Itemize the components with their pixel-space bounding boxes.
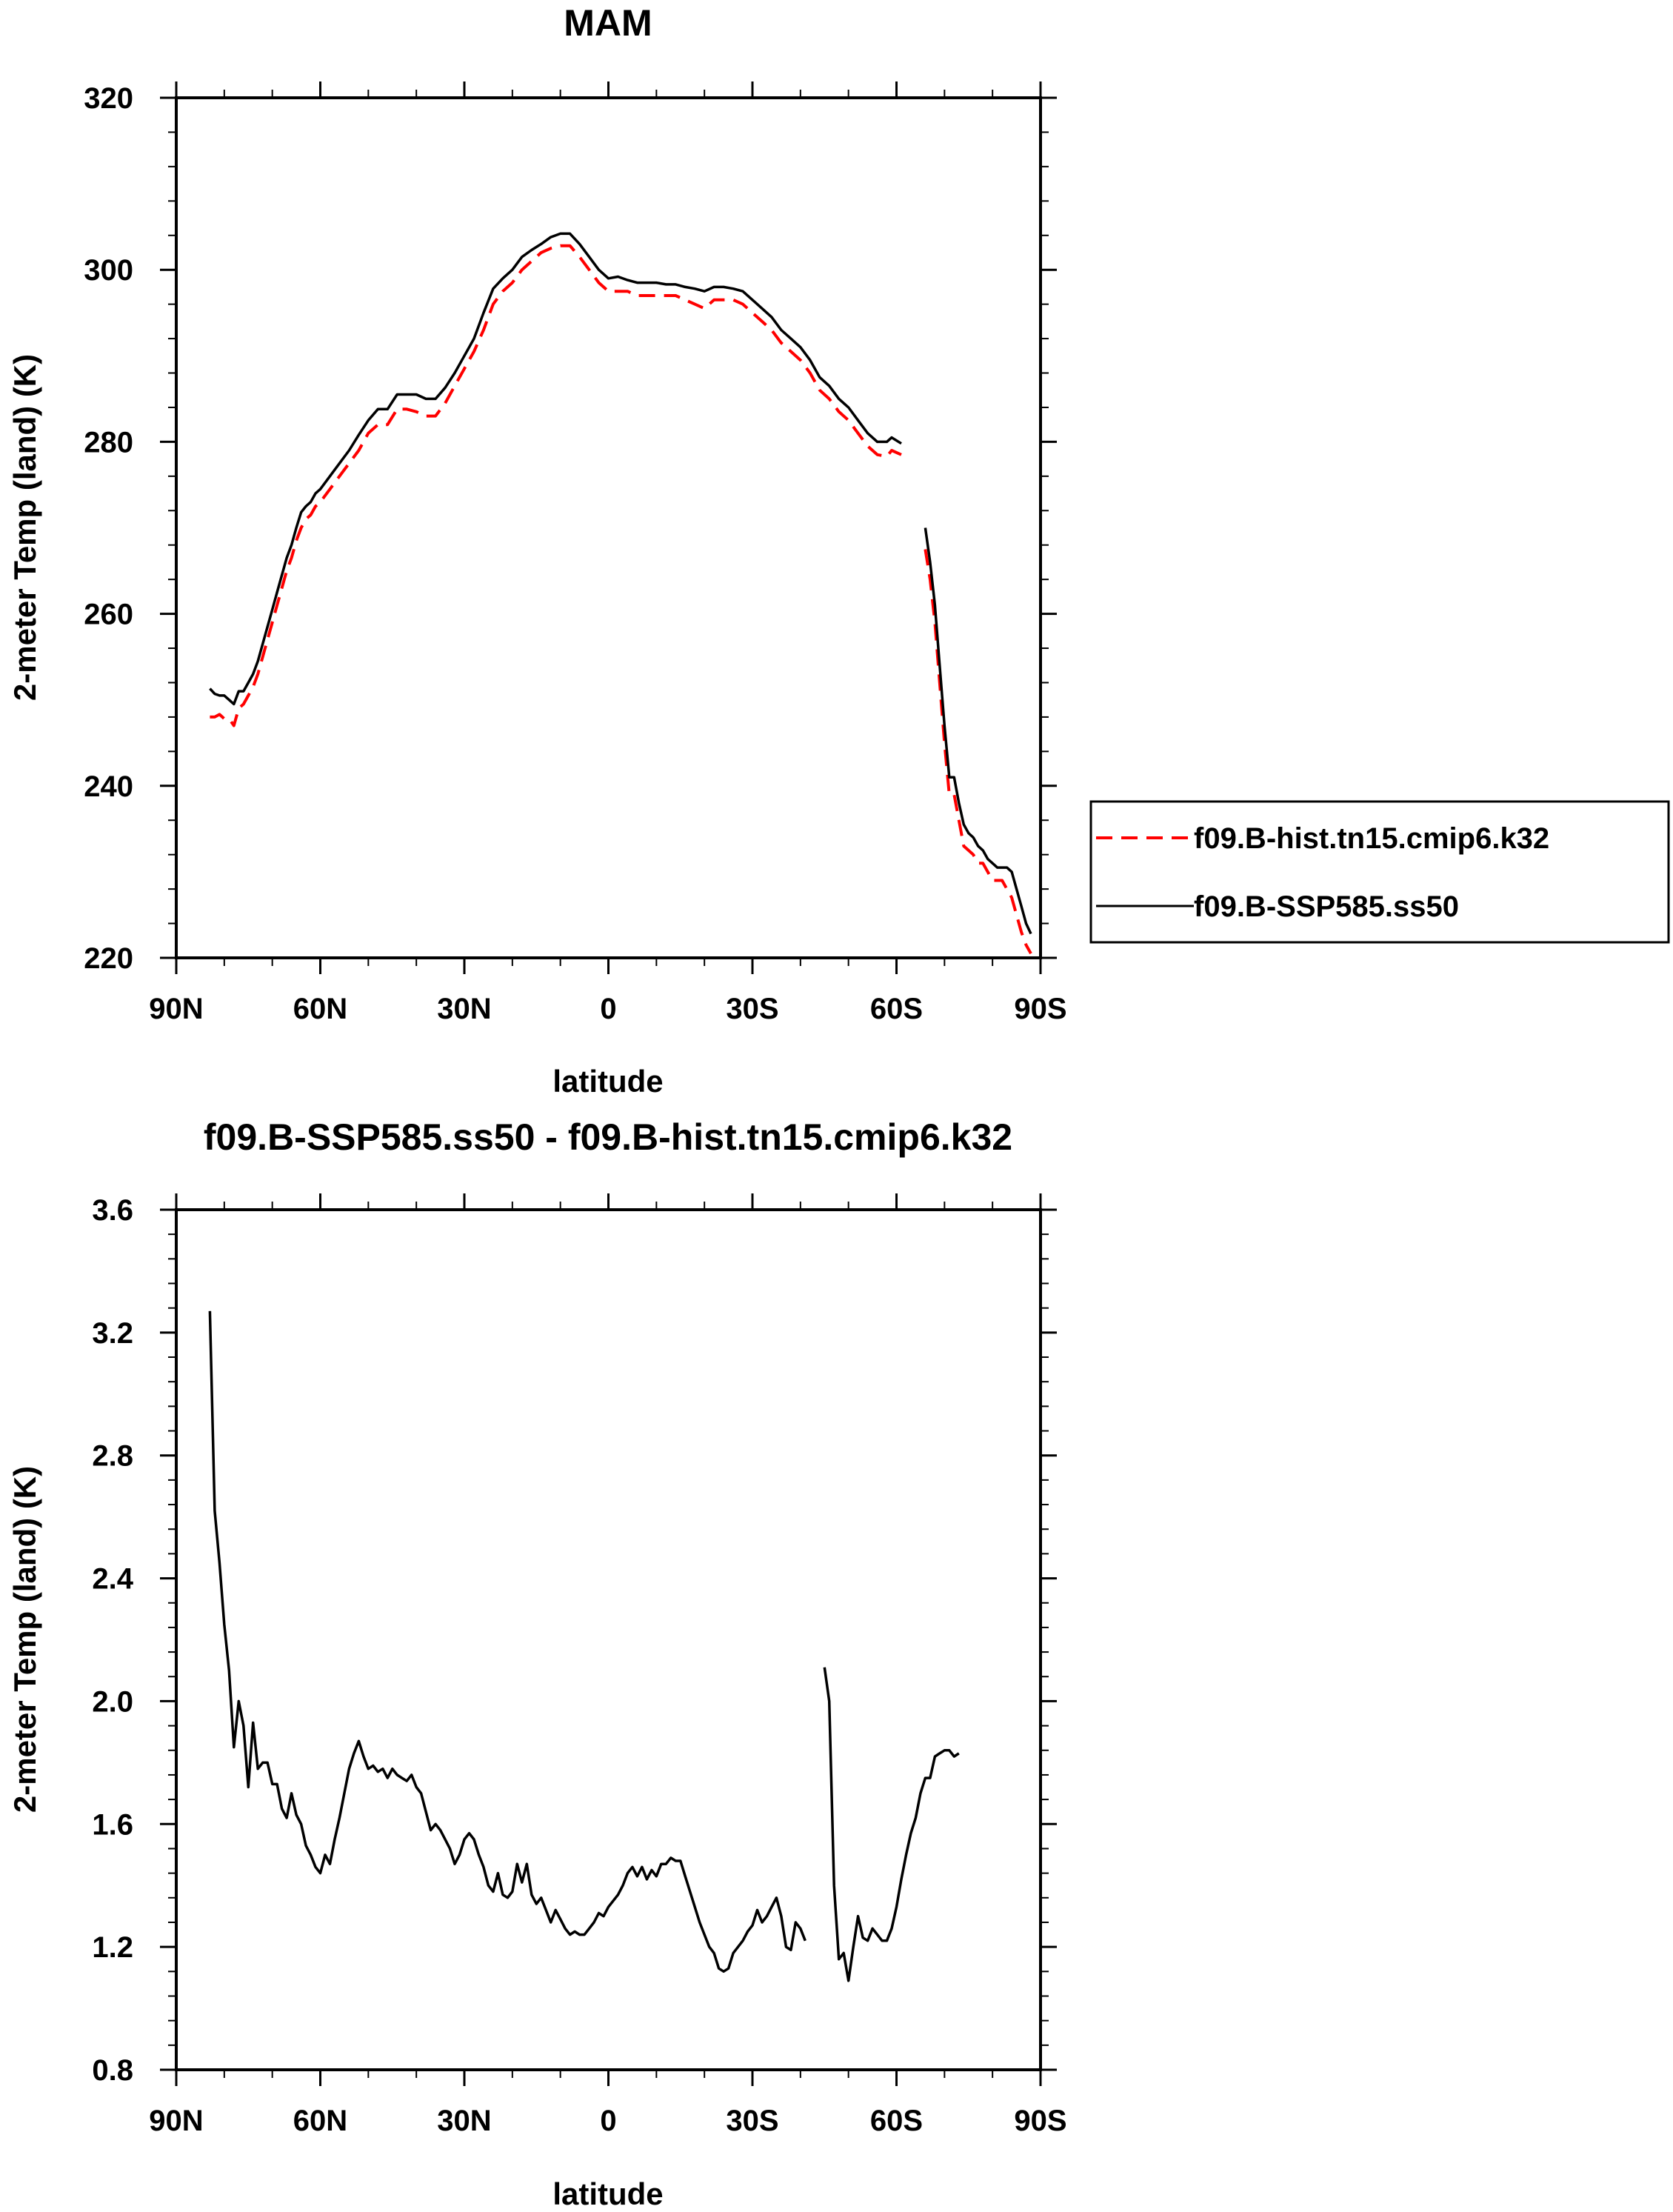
y-tick-label: 2.0 [92, 1685, 133, 1718]
x-tick-label: 60S [870, 2105, 923, 2137]
y-axis-label: 2-meter Temp (land) (K) [7, 354, 42, 701]
series-lines [209, 232, 1032, 955]
y-tick-label: 240 [84, 770, 133, 803]
y-tick-labels: 220 240 260 280 300 320 [84, 82, 133, 975]
y-tick-label: 1.6 [92, 1808, 133, 1841]
x-tick-label: 90S [1014, 993, 1066, 1025]
x-tick-label: 60N [293, 2105, 347, 2137]
y-tick-label: 3.2 [92, 1317, 133, 1350]
series-line-1-segment-1 [924, 527, 1032, 935]
legend-label-hist: f09.B-hist.tn15.cmip6.k32 [1194, 822, 1549, 855]
x-tick-labels: 90N 60N 30N 0 30S 60S 90S [149, 2105, 1066, 2137]
plot-frame [175, 96, 1042, 959]
y-tick-label: 2.8 [92, 1440, 133, 1473]
x-axis-label: latitude [552, 1064, 663, 1099]
x-tick-label: 30N [437, 2105, 491, 2137]
x-tick-label: 90N [149, 993, 203, 1025]
chart-title: MAM [564, 2, 652, 44]
x-tick-label: 0 [600, 2105, 616, 2137]
y-tick-label: 320 [84, 82, 133, 115]
chart-title: f09.B-SSP585.ss50 - f09.B-hist.tn15.cmip… [204, 1116, 1012, 1158]
series-line-0-segment-0 [208, 1310, 807, 1973]
x-tick-label: 30S [726, 2105, 778, 2137]
panel-bottom-difference: f09.B-SSP585.ss50 - f09.B-hist.tn15.cmip… [7, 1116, 1067, 2211]
series-line-1-segment-0 [209, 232, 902, 706]
series-line-0-segment-0 [210, 244, 902, 727]
y-tick-label: 1.2 [92, 1931, 133, 1964]
x-axis-label: latitude [552, 2176, 663, 2211]
series-line-0-segment-1 [924, 549, 1032, 955]
legend-label-ssp585: f09.B-SSP585.ss50 [1194, 890, 1459, 923]
tick-marks [160, 81, 1057, 974]
y-tick-label: 260 [84, 599, 133, 631]
y-axis-label: 2-meter Temp (land) (K) [7, 1466, 42, 1813]
plot-frame [175, 1208, 1042, 2071]
y-tick-label: 0.8 [92, 2054, 133, 2087]
series-line-0-segment-1 [823, 1667, 960, 1982]
y-tick-label: 2.4 [92, 1563, 133, 1596]
y-tick-label: 300 [84, 254, 133, 287]
x-tick-labels: 90N 60N 30N 0 30S 60S 90S [149, 993, 1066, 1025]
y-tick-labels: 0.8 1.2 1.6 2.0 2.4 2.8 3.2 3.6 [92, 1194, 133, 2087]
series-lines [208, 1310, 960, 1982]
tick-marks [160, 1193, 1057, 2086]
legend-box [1089, 800, 1670, 944]
y-tick-label: 220 [84, 942, 133, 975]
x-tick-label: 0 [600, 993, 616, 1025]
y-tick-label: 280 [84, 426, 133, 459]
x-tick-label: 30S [726, 993, 778, 1025]
x-tick-label: 60N [293, 993, 347, 1025]
legend: f09.B-hist.tn15.cmip6.k32 f09.B-SSP585.s… [1089, 800, 1670, 944]
y-tick-label: 3.6 [92, 1194, 133, 1227]
x-tick-label: 30N [437, 993, 491, 1025]
x-tick-label: 90N [149, 2105, 203, 2137]
x-tick-label: 90S [1014, 2105, 1066, 2137]
x-tick-label: 60S [870, 993, 923, 1025]
